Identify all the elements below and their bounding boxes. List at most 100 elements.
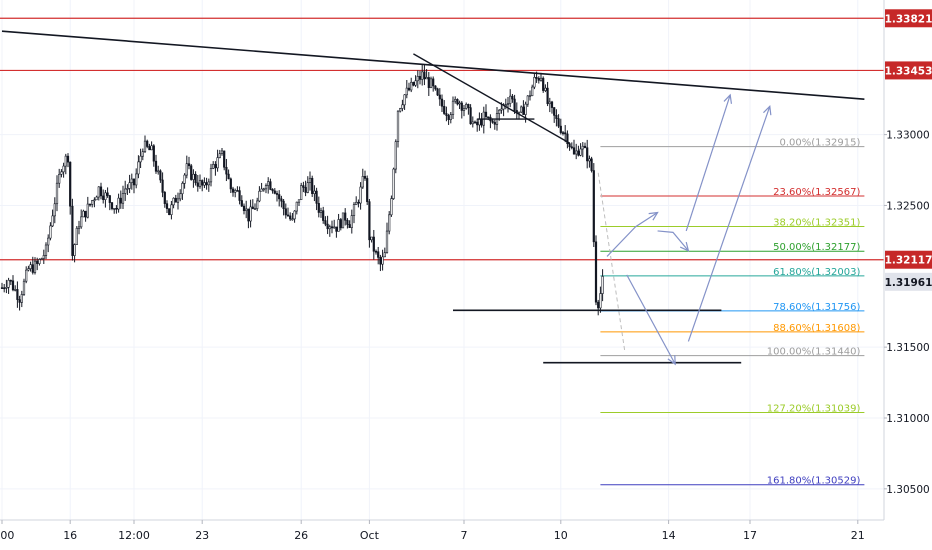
candle-body <box>429 78 433 88</box>
candle-body <box>115 208 118 210</box>
candle-body <box>539 77 543 81</box>
candle-body <box>306 182 309 193</box>
candle-body <box>601 276 604 294</box>
candle-body <box>418 76 422 80</box>
projection-arrow-line <box>606 212 658 257</box>
candle-body <box>253 208 257 210</box>
price-badge-label: 1.31961 <box>885 277 932 289</box>
candle-body <box>62 165 65 173</box>
candle-body <box>273 190 276 194</box>
candle-body <box>330 226 334 229</box>
candle-body <box>80 216 83 228</box>
candle-body <box>449 114 452 120</box>
candle-body <box>493 122 496 125</box>
candle-body <box>47 237 50 246</box>
candle-body <box>141 151 144 157</box>
candle-body <box>317 203 320 213</box>
candlestick-series <box>0 64 604 316</box>
candle-body <box>575 150 578 155</box>
candle-body <box>227 173 230 180</box>
candle-body <box>460 102 463 111</box>
candle-body <box>390 198 393 216</box>
candle-body <box>374 250 378 253</box>
fib-level-label: 61.80%(1.32003) <box>773 267 860 278</box>
candle-body <box>207 181 210 186</box>
candle-body <box>396 110 400 142</box>
fib-level-label: 0.00%(1.32915) <box>779 138 860 149</box>
candle-body <box>355 201 358 205</box>
candle-body <box>440 98 444 107</box>
candle-body <box>599 293 602 309</box>
dashed-guide-line <box>597 172 626 351</box>
candle-body <box>581 145 584 150</box>
fib-level-label: 100.00%(1.31440) <box>767 347 861 358</box>
candle-body <box>91 200 94 205</box>
candle-body <box>143 140 147 152</box>
candle-body <box>403 94 406 106</box>
candle-body <box>16 289 19 300</box>
candle-body <box>269 181 272 190</box>
candle-body <box>172 197 175 206</box>
candle-body <box>3 287 6 290</box>
candle-body <box>148 146 151 151</box>
candle-body <box>564 132 567 135</box>
candle-body <box>203 182 206 186</box>
time-axis-background[interactable] <box>0 520 932 550</box>
price-tick-label: 1.31000 <box>886 413 929 425</box>
candle-body <box>394 141 397 170</box>
candle-body <box>245 208 248 211</box>
price-tick-label: 1.30500 <box>886 484 929 496</box>
candle-body <box>36 260 39 264</box>
candle-body <box>187 163 191 167</box>
candle-body <box>117 197 120 210</box>
candle-body <box>322 210 325 221</box>
candle-body <box>289 215 292 220</box>
candle-body <box>58 174 61 184</box>
candle-body <box>183 174 186 184</box>
candle-body <box>179 193 182 200</box>
price-tick-label: 1.31500 <box>886 342 929 354</box>
candle-body <box>313 190 316 194</box>
candle-body <box>14 289 17 291</box>
candle-body <box>113 208 116 210</box>
candle-body <box>249 206 252 222</box>
candle-body <box>570 146 573 149</box>
candle-body <box>491 120 494 123</box>
candle-body <box>388 214 391 232</box>
projection-arrow-line <box>687 106 771 342</box>
candle-body <box>220 150 224 154</box>
price-axis[interactable]: 1.33000 1.32500 1.31500 1.31000 1.30500 <box>884 130 930 496</box>
candle-body <box>377 251 380 258</box>
candle-body <box>577 150 580 156</box>
time-axis[interactable]: 2:00 16 12:00 23 26 Oct 7 10 14 17 21 <box>0 520 865 542</box>
candle-body <box>55 182 59 205</box>
candle-body <box>229 178 232 190</box>
candle-body <box>526 95 529 105</box>
candle-body <box>586 147 589 162</box>
candle-body <box>427 77 430 88</box>
candle-body <box>333 226 336 229</box>
candle-body <box>559 125 562 133</box>
candle-body <box>346 219 349 225</box>
candle-body <box>27 268 30 271</box>
candle-body <box>271 189 274 192</box>
candle-body <box>423 71 426 80</box>
candle-body <box>370 236 373 241</box>
time-tick-label: 16 <box>63 529 77 542</box>
candle-body <box>231 188 235 193</box>
candle-body <box>511 95 514 100</box>
candle-body <box>311 177 314 194</box>
candle-body <box>150 145 153 151</box>
candle-body <box>368 201 371 241</box>
candle-body <box>458 102 461 105</box>
candle-body <box>49 225 52 239</box>
candle-body <box>174 197 177 203</box>
candle-body <box>590 158 593 171</box>
candle-body <box>71 205 74 256</box>
candle-body <box>438 94 441 100</box>
candle-body <box>110 202 114 209</box>
candle-body <box>64 155 67 167</box>
candle-body <box>84 210 87 218</box>
candle-body <box>267 181 270 186</box>
candle-body <box>465 104 468 109</box>
